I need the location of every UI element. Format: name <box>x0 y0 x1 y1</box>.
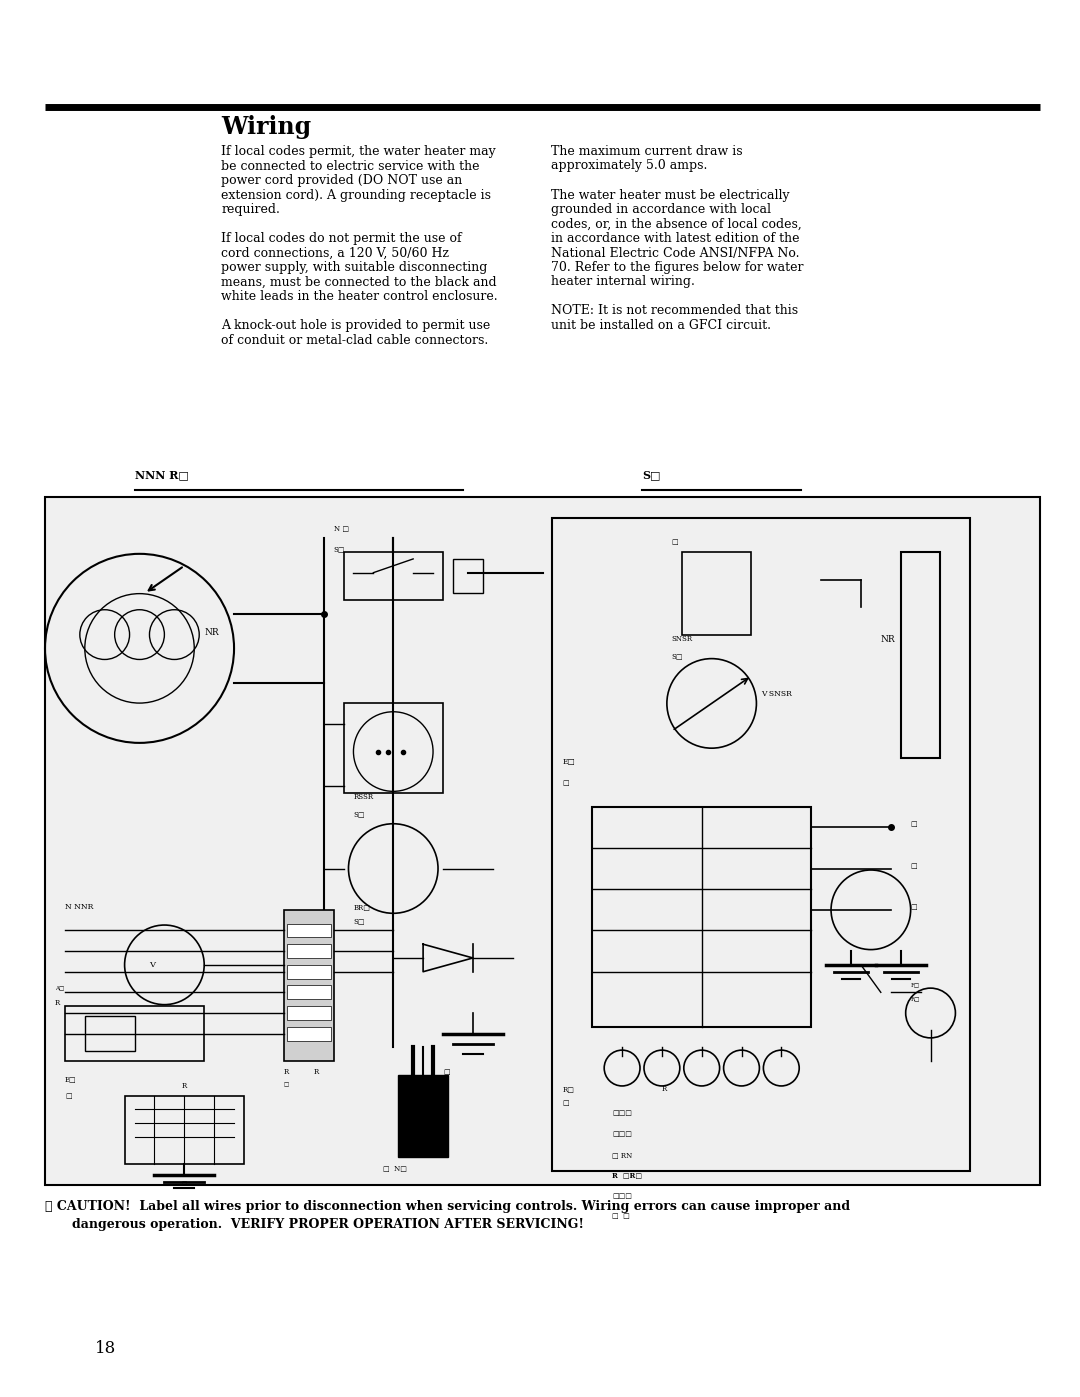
Bar <box>399 1074 448 1158</box>
Text: S□: S□ <box>642 469 661 481</box>
Bar <box>453 559 483 594</box>
Text: R  □R□: R □R□ <box>612 1171 643 1179</box>
Text: □ RN: □ RN <box>612 1151 633 1158</box>
Text: If local codes permit, the water heater may: If local codes permit, the water heater … <box>221 145 496 158</box>
Text: required.: required. <box>221 203 281 217</box>
Text: If local codes do not permit the use of: If local codes do not permit the use of <box>221 232 462 244</box>
Bar <box>287 965 330 979</box>
Text: R□: R□ <box>910 996 920 1000</box>
Text: □□□: □□□ <box>612 1192 632 1200</box>
Text: A knock-out hole is provided to permit use: A knock-out hole is provided to permit u… <box>221 319 490 332</box>
Text: NR: NR <box>204 627 219 637</box>
Text: heater internal wiring.: heater internal wiring. <box>551 275 694 289</box>
Text: cord connections, a 120 V, 50/60 Hz: cord connections, a 120 V, 50/60 Hz <box>221 246 449 260</box>
Text: unit be installed on a GFCI circuit.: unit be installed on a GFCI circuit. <box>551 319 771 332</box>
Bar <box>287 923 330 937</box>
Text: □: □ <box>65 1092 71 1099</box>
Text: □: □ <box>443 1069 449 1076</box>
Text: approximately 5.0 amps.: approximately 5.0 amps. <box>551 159 707 172</box>
Bar <box>681 552 752 634</box>
Text: V: V <box>149 961 156 970</box>
Bar <box>85 1017 135 1051</box>
Text: power supply, with suitable disconnecting: power supply, with suitable disconnectin… <box>221 261 488 274</box>
Text: NOTE: It is not recommended that this: NOTE: It is not recommended that this <box>551 305 798 317</box>
Text: □: □ <box>563 780 569 787</box>
Text: □: □ <box>284 1081 289 1087</box>
Text: V SNSR: V SNSR <box>761 690 793 697</box>
Text: R: R <box>181 1081 187 1090</box>
Text: NR: NR <box>881 634 895 644</box>
Bar <box>45 497 1040 1185</box>
Text: R: R <box>313 1069 319 1076</box>
Text: in accordance with latest edition of the: in accordance with latest edition of the <box>551 232 799 244</box>
Text: National Electric Code ANSI/NFPA No.: National Electric Code ANSI/NFPA No. <box>551 246 799 260</box>
Text: white leads in the heater control enclosure.: white leads in the heater control enclos… <box>221 291 498 303</box>
Text: S□: S□ <box>353 810 365 819</box>
Bar <box>124 1095 244 1164</box>
Text: R: R <box>55 999 60 1007</box>
Text: □: □ <box>910 820 917 828</box>
Text: BR□: BR□ <box>353 902 370 911</box>
Bar <box>284 909 334 1062</box>
Text: □  N□: □ N□ <box>383 1164 407 1172</box>
Text: □□□: □□□ <box>612 1130 632 1139</box>
Bar <box>343 552 443 601</box>
Text: S□: S□ <box>353 916 365 925</box>
Bar <box>287 1027 330 1041</box>
Text: dangerous operation.  VERIFY PROPER OPERATION AFTER SERVICING!: dangerous operation. VERIFY PROPER OPERA… <box>72 1218 584 1231</box>
Text: □□□: □□□ <box>612 1109 632 1118</box>
Text: 18: 18 <box>95 1340 117 1356</box>
Bar <box>343 704 443 793</box>
Text: □: □ <box>563 1099 569 1106</box>
Bar <box>592 806 811 1027</box>
Text: F□: F□ <box>910 982 920 988</box>
Text: grounded in accordance with local: grounded in accordance with local <box>551 203 771 217</box>
Text: NNN R□: NNN R□ <box>135 469 188 481</box>
Text: E□: E□ <box>563 759 576 767</box>
Text: The maximum current draw is: The maximum current draw is <box>551 145 742 158</box>
Text: N □: N □ <box>334 524 349 532</box>
Text: RSSR: RSSR <box>353 793 374 800</box>
Bar <box>287 944 330 958</box>
Text: of conduit or metal-clad cable connectors.: of conduit or metal-clad cable connector… <box>221 334 488 346</box>
Text: □: □ <box>910 862 917 870</box>
Text: S□: S□ <box>334 545 345 553</box>
Text: power cord provided (DO NOT use an: power cord provided (DO NOT use an <box>221 175 462 187</box>
Text: R□: R□ <box>563 1085 575 1094</box>
Text: R: R <box>662 1085 667 1094</box>
Text: E□: E□ <box>65 1074 77 1083</box>
Text: □  □: □ □ <box>612 1213 630 1221</box>
Text: be connected to electric service with the: be connected to electric service with th… <box>221 159 480 172</box>
Text: S□: S□ <box>672 652 684 659</box>
Text: □: □ <box>910 902 917 911</box>
Text: Wiring: Wiring <box>221 115 311 138</box>
Bar <box>901 552 941 759</box>
Bar <box>553 518 970 1171</box>
Bar <box>287 985 330 999</box>
Text: means, must be connected to the black and: means, must be connected to the black an… <box>221 275 497 289</box>
Bar <box>65 1006 204 1062</box>
Text: N NNR: N NNR <box>65 902 93 911</box>
Text: The water heater must be electrically: The water heater must be electrically <box>551 189 789 201</box>
Text: ⚠ CAUTION!  Label all wires prior to disconnection when servicing controls. Wiri: ⚠ CAUTION! Label all wires prior to disc… <box>45 1200 850 1213</box>
Text: □: □ <box>181 1182 187 1186</box>
Text: extension cord). A grounding receptacle is: extension cord). A grounding receptacle … <box>221 189 491 201</box>
Text: codes, or, in the absence of local codes,: codes, or, in the absence of local codes… <box>551 218 801 231</box>
Text: SNSR: SNSR <box>672 634 693 643</box>
Text: □: □ <box>672 538 678 546</box>
Text: 70. Refer to the figures below for water: 70. Refer to the figures below for water <box>551 261 804 274</box>
Text: R: R <box>284 1069 289 1076</box>
Text: A□: A□ <box>55 985 64 990</box>
Bar <box>287 1006 330 1020</box>
